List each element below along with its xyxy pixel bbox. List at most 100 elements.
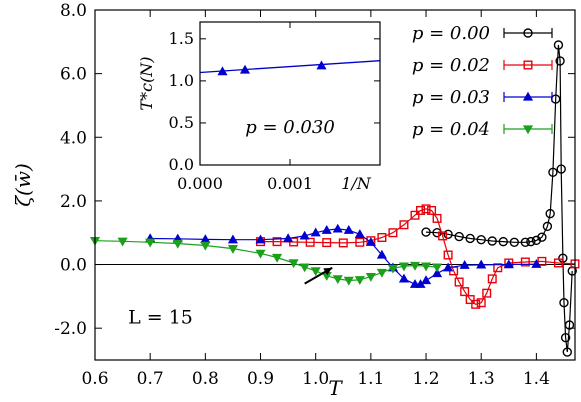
y-tick-label: 8.0 [60, 1, 87, 21]
data-point [443, 262, 454, 272]
plot-frame [94, 9, 576, 361]
data-point [255, 249, 266, 259]
inset-y-tick-label: 1.0 [169, 71, 194, 90]
data-point [310, 267, 321, 277]
data-point [388, 228, 398, 238]
x-tick-label: 1.4 [523, 369, 550, 389]
inset-data-point [217, 66, 228, 76]
data-point [526, 236, 536, 247]
data-point [272, 253, 283, 263]
legend-item: p = 0.00 [412, 23, 553, 44]
data-point [332, 223, 343, 233]
data-point [343, 276, 354, 286]
data-point [410, 210, 420, 220]
data-point [509, 237, 520, 247]
data-point [305, 237, 315, 247]
data-point [354, 229, 365, 238]
inset-plot: 0.000 0.001 0.0 0.5 1.0 1.5 p = 0.030 1/N T*c(N) [137, 21, 381, 193]
y-tick-label: -2.0 [54, 319, 87, 339]
x-tick-label: 0.8 [192, 369, 219, 389]
legend-marker [523, 28, 533, 38]
legend-item: p = 0.02 [412, 55, 553, 76]
legend-label: p = 0.04 [412, 119, 490, 140]
data-point [321, 224, 332, 234]
series-line [425, 44, 573, 353]
data-point [355, 237, 365, 247]
data-point [322, 238, 332, 248]
data-point [493, 263, 503, 273]
data-point [117, 237, 128, 247]
data-point [416, 205, 426, 215]
inset-x-tick-label: 0.000 [177, 174, 223, 193]
y-tick-label: 6.0 [60, 65, 87, 85]
data-point [567, 266, 577, 276]
data-point [200, 241, 211, 251]
inset-data-point [239, 64, 251, 74]
data-point [438, 231, 448, 241]
y-tick-label: 2.0 [60, 192, 87, 212]
data-point [498, 236, 508, 247]
x-tick-label: 1.2 [413, 369, 440, 389]
data-point [310, 227, 321, 237]
y-axis-title: ζ(w̄) [11, 163, 35, 207]
data-point [283, 233, 294, 243]
data-point [553, 40, 564, 50]
legend-label: p = 0.03 [412, 87, 490, 108]
legend-label: p = 0.02 [412, 55, 490, 76]
legend-marker [522, 91, 534, 101]
data-point [172, 239, 183, 249]
x-tick-label: 0.6 [81, 369, 108, 389]
data-point [398, 262, 410, 272]
data-point [542, 221, 553, 232]
y-tick-label: 4.0 [60, 128, 87, 148]
system-size-label: L = 15 [128, 306, 193, 328]
arrow-head [323, 267, 333, 276]
legend-item: p = 0.03 [412, 87, 553, 108]
data-point [227, 234, 238, 244]
data-point [559, 298, 569, 308]
data-point [365, 272, 376, 282]
data-point [376, 268, 387, 278]
data-point [537, 256, 547, 266]
legend-item: p = 0.04 [412, 119, 553, 140]
data-point [476, 298, 486, 308]
data-point [299, 263, 310, 273]
data-point [420, 262, 432, 272]
series-2 [145, 223, 542, 288]
x-tick-label: 1.0 [302, 369, 329, 389]
legend: p = 0.00 p = 0.02 p = 0.03 p = 0.04 [412, 23, 553, 140]
data-point [471, 299, 481, 309]
data-point [555, 56, 565, 66]
data-point [421, 227, 431, 237]
data-point [376, 249, 387, 259]
data-point [562, 347, 572, 357]
data-point [556, 164, 566, 174]
data-point [482, 288, 492, 298]
series-0 [421, 40, 577, 357]
data-point [255, 234, 266, 244]
inset-fit-line [199, 60, 381, 74]
x-tick-label: 1.3 [468, 369, 495, 389]
data-point [454, 277, 464, 287]
main-plot: 0.6 0.7 0.8 0.9 1.0 1.1 1.2 1.3 1.4 -2.0 0.0 2.0 4.0… [11, 1, 580, 400]
data-point [227, 244, 238, 254]
data-point [560, 333, 571, 343]
data-point [531, 259, 542, 268]
data-point [432, 268, 443, 278]
data-point [399, 220, 409, 230]
data-point [332, 275, 343, 285]
inset-data-point [316, 60, 327, 70]
y-tick-label: 0.0 [60, 256, 87, 276]
data-point [272, 237, 282, 247]
data-point [487, 274, 497, 284]
data-point [520, 237, 531, 247]
data-point [409, 261, 421, 271]
data-point [460, 287, 470, 297]
data-point [299, 230, 310, 240]
data-point [145, 238, 156, 248]
inset-y-tick-label: 0.5 [169, 113, 194, 132]
series-3 [89, 237, 443, 286]
data-point [443, 250, 453, 260]
data-point [288, 259, 299, 269]
